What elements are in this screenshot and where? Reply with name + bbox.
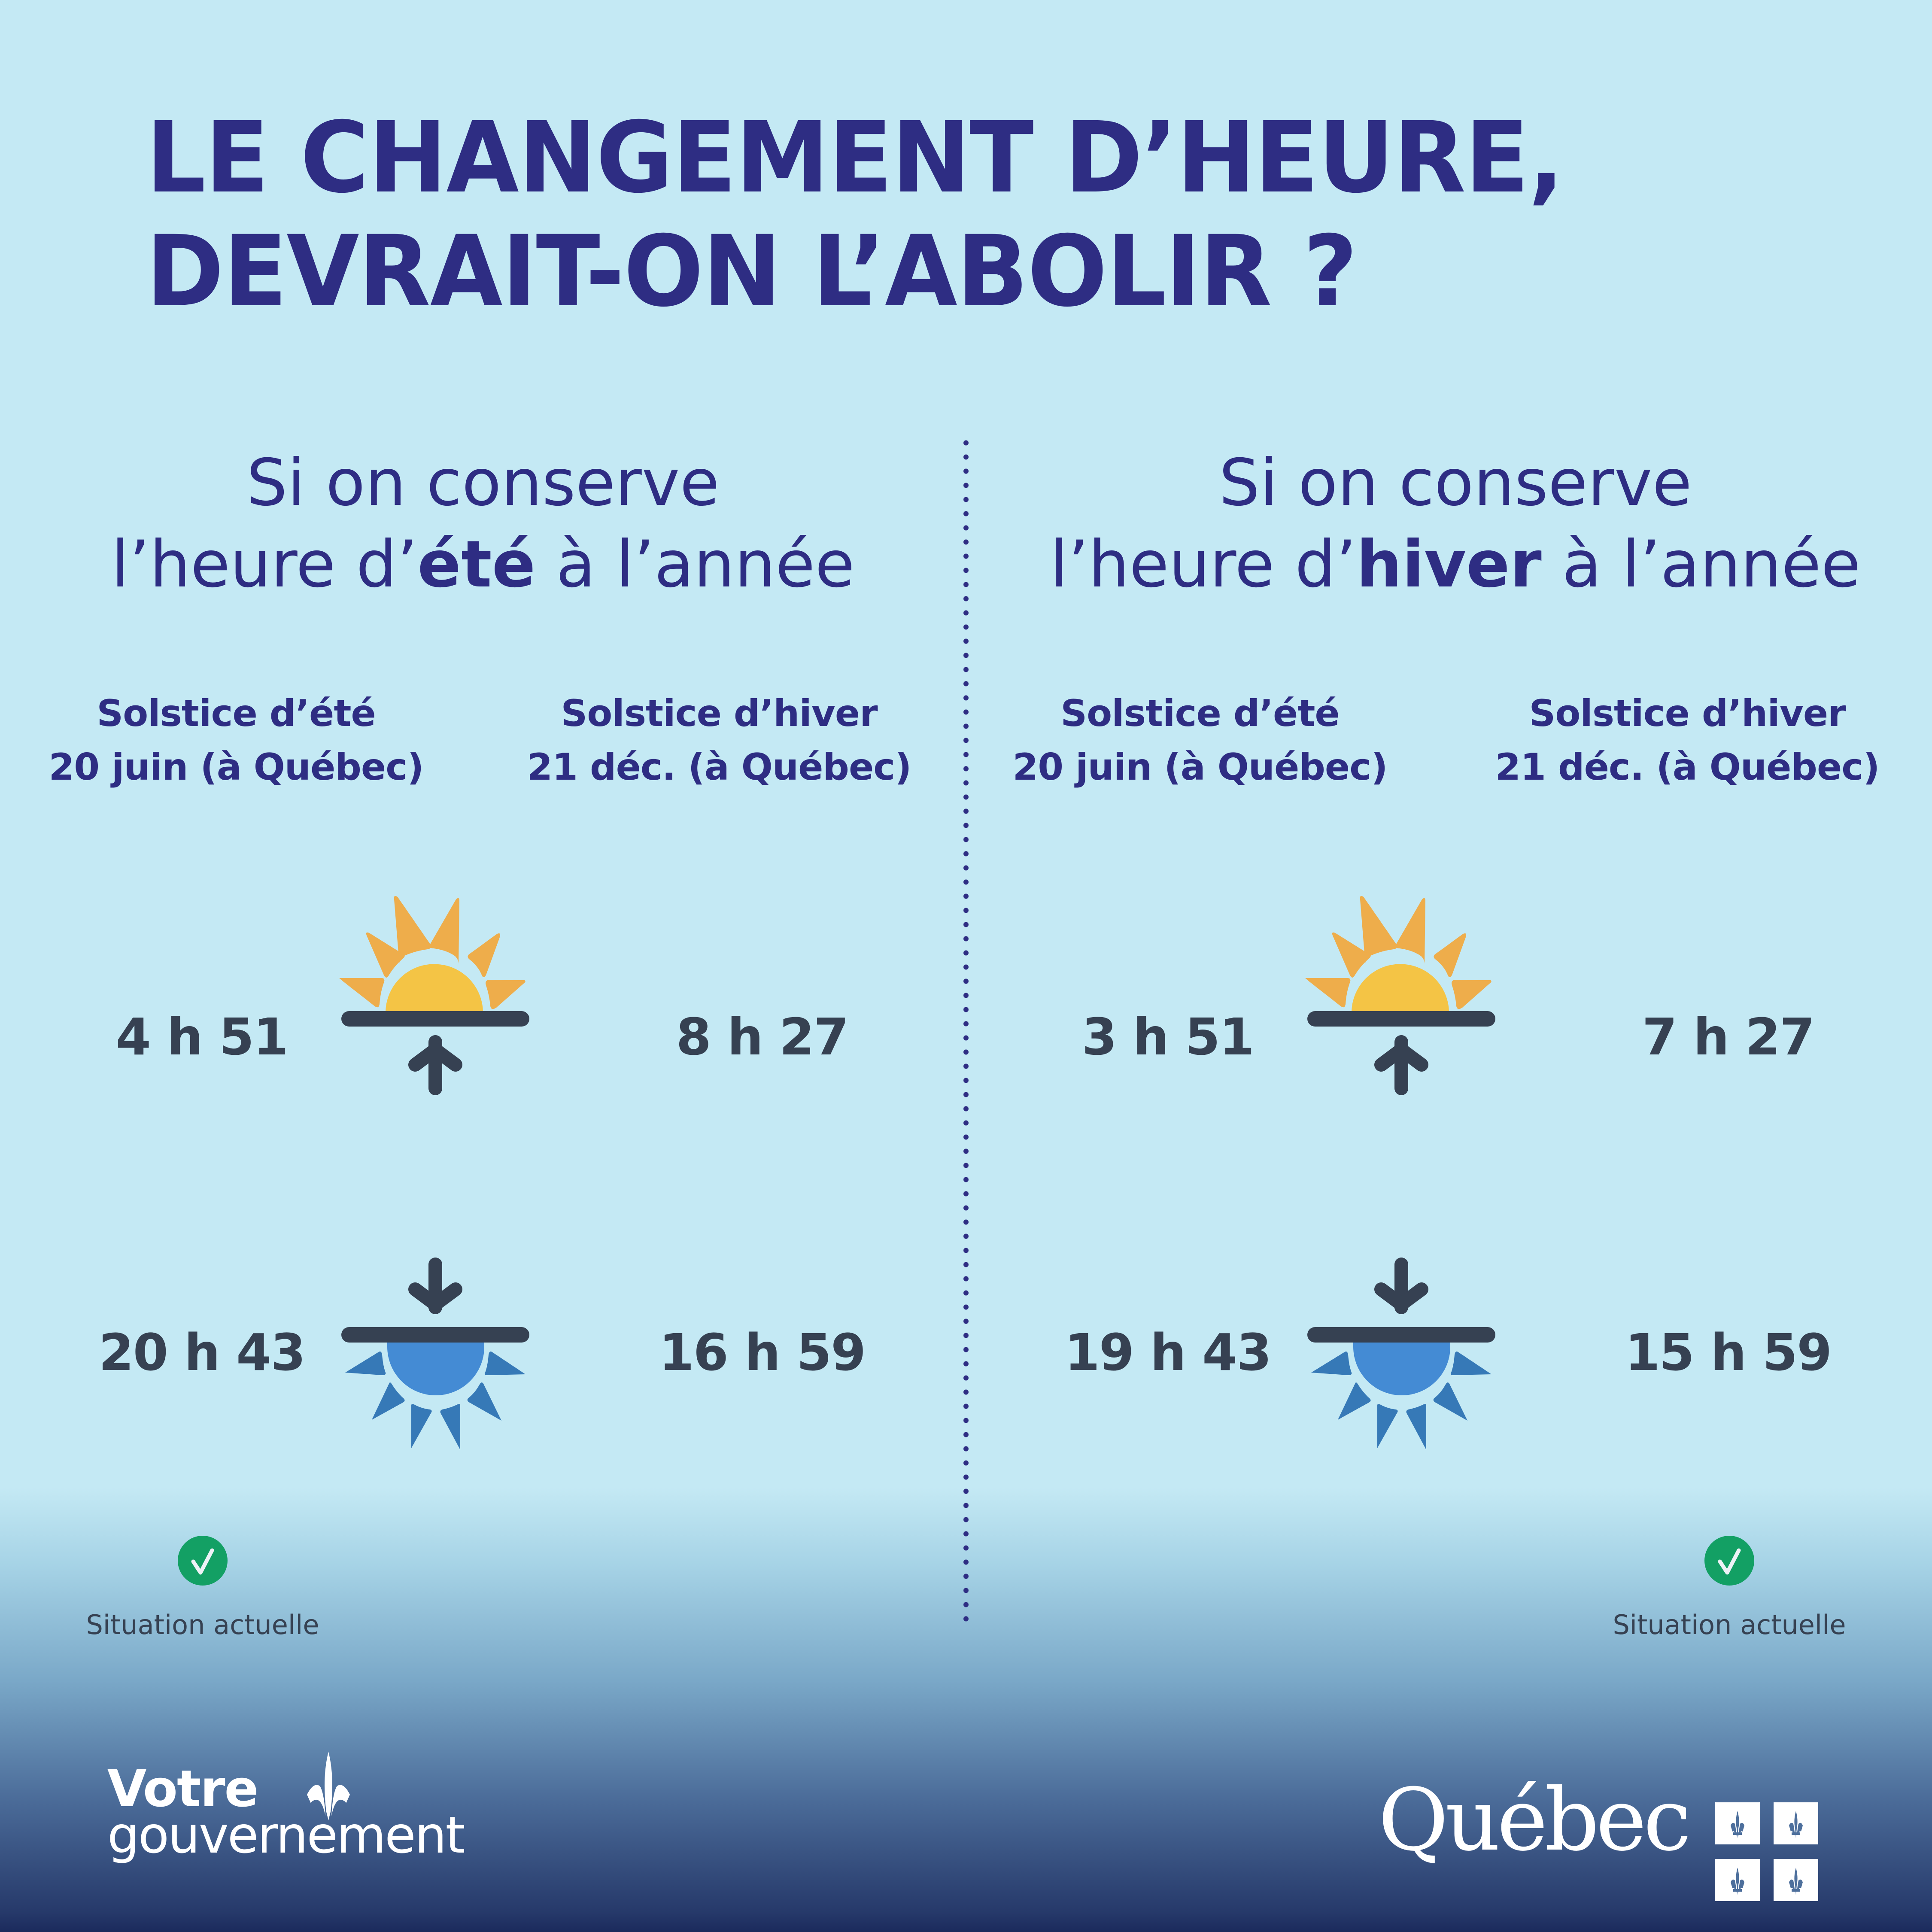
sunset-time-winter: 16 h 59 (659, 1323, 866, 1382)
heading-line-2: l’heure d’hiver à l’année (1050, 527, 1861, 602)
page-title: LE CHANGEMENT D’HEURE, DEVRAIT-ON L’ABOL… (146, 100, 1564, 328)
heading-line-1: Si on conserve (1219, 446, 1692, 520)
check-circle-icon (177, 1535, 228, 1586)
title-line-1: LE CHANGEMENT D’HEURE, (146, 100, 1564, 215)
sunrise-time-summer: 4 h 51 (115, 1007, 289, 1066)
solstice-winter-label: Solstice d’hiver 21 déc. (à Québec) (527, 692, 911, 789)
solstice-summer-label: Solstice d’été 20 juin (à Québec) (1012, 692, 1388, 789)
quebec-flag-icon (1715, 1802, 1818, 1901)
sunrise-icon (1297, 891, 1507, 1097)
sunset-icon (1297, 1247, 1507, 1453)
status-label: Situation actuelle (86, 1609, 319, 1640)
sunrise-time-winter: 8 h 27 (676, 1007, 849, 1066)
sunrise-icon (331, 891, 541, 1097)
quebec-logo: Québec (1378, 1777, 1818, 1901)
votre-gouvernement-logo: Votre gouvernement (107, 1752, 465, 1860)
heading-line-1: Si on conserve (246, 446, 720, 520)
sunrise-time-summer: 3 h 51 (1081, 1007, 1255, 1066)
heading-emphasis: été (417, 527, 536, 602)
column-heading-winter-time: Si on conserve l’heure d’hiver à l’année (1015, 442, 1896, 605)
solstice-winter-label: Solstice d’hiver 21 déc. (à Québec) (1495, 692, 1880, 789)
fleur-de-lis-icon (307, 1752, 350, 1820)
sunset-time-summer: 20 h 43 (98, 1323, 306, 1382)
sunrise-time-winter: 7 h 27 (1642, 1007, 1815, 1066)
heading-line-2: l’heure d’été à l’année (111, 527, 855, 602)
status-label: Situation actuelle (1613, 1609, 1846, 1640)
sunset-icon (331, 1247, 541, 1453)
current-situation-badge: Situation actuelle (1579, 1535, 1880, 1640)
heading-emphasis: hiver (1356, 527, 1542, 602)
dotted-divider (963, 436, 969, 1625)
sunset-time-winter: 15 h 59 (1625, 1323, 1832, 1382)
sunset-time-summer: 19 h 43 (1064, 1323, 1272, 1382)
solstice-summer-label: Solstice d’été 20 juin (à Québec) (49, 692, 424, 789)
column-heading-summer-time: Si on conserve l’heure d’été à l’année (43, 442, 923, 605)
title-line-2: DEVRAIT-ON L’ABOLIR ? (146, 214, 1358, 328)
current-situation-badge: Situation actuelle (52, 1535, 353, 1640)
check-circle-icon (1704, 1535, 1755, 1586)
